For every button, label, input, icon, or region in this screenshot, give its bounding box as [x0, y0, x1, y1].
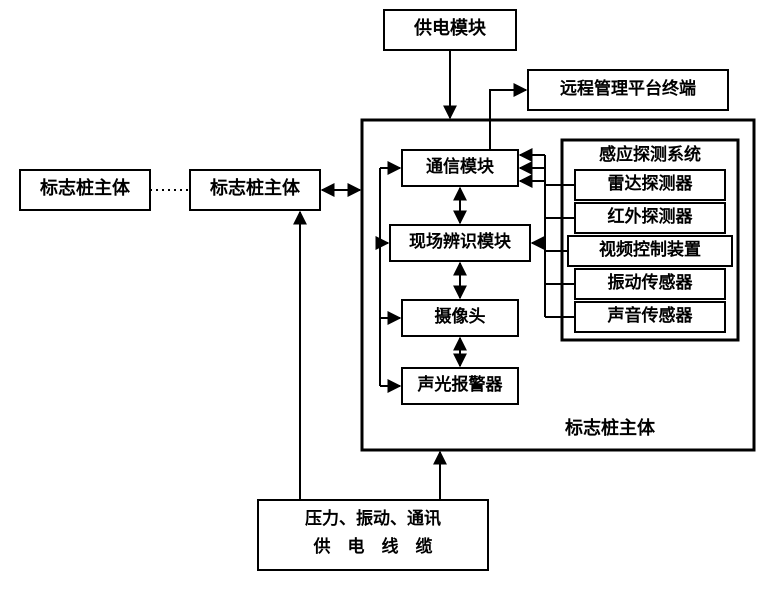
label-cable-1: 压力、振动、通讯 — [305, 508, 441, 528]
label-cable-2: 供 电 线 缆 — [313, 536, 433, 556]
svg-text:红外探测器: 红外探测器 — [608, 206, 694, 226]
svg-text:供电模块: 供电模块 — [413, 17, 487, 38]
node-sound: 声音传感器 — [575, 302, 725, 332]
node-radar: 雷达探测器 — [575, 170, 725, 200]
node-camera: 摄像头 — [402, 300, 518, 336]
svg-text:标志桩主体: 标志桩主体 — [209, 177, 301, 198]
node-remote: 远程管理平台终端 — [528, 70, 728, 110]
node-ir: 红外探测器 — [575, 203, 725, 233]
svg-text:远程管理平台终端: 远程管理平台终端 — [560, 78, 696, 98]
node-marker-b: 标志桩主体 — [190, 170, 320, 210]
node-onsite: 现场辨识模块 — [390, 225, 530, 261]
label-marker-main: 标志桩主体 — [564, 417, 656, 438]
svg-text:标志桩主体: 标志桩主体 — [39, 177, 131, 198]
svg-text:通信模块: 通信模块 — [426, 156, 495, 176]
node-marker-a: 标志桩主体 — [20, 170, 150, 210]
node-vib: 振动传感器 — [575, 269, 725, 299]
svg-text:摄像头: 摄像头 — [435, 306, 486, 326]
svg-text:振动传感器: 振动传感器 — [608, 272, 694, 292]
node-alarm: 声光报警器 — [402, 368, 518, 404]
node-power: 供电模块 — [384, 10, 516, 50]
svg-text:声音传感器: 声音传感器 — [607, 305, 694, 325]
svg-text:现场辨识模块: 现场辨识模块 — [409, 231, 512, 251]
node-video: 视频控制装置 — [568, 236, 732, 266]
svg-text:雷达探测器: 雷达探测器 — [608, 173, 694, 193]
svg-text:视频控制装置: 视频控制装置 — [599, 239, 701, 259]
svg-text:声光报警器: 声光报警器 — [417, 374, 504, 394]
label-sense-header: 感应探测系统 — [599, 144, 701, 164]
node-comm: 通信模块 — [402, 150, 518, 186]
